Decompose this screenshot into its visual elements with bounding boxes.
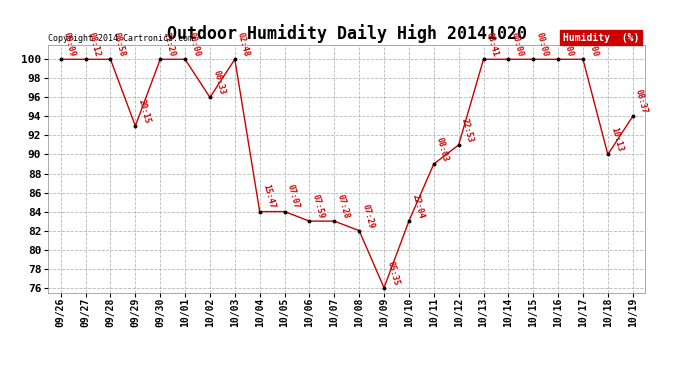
Point (379, 285, 390, 291)
Point (328, 218, 339, 224)
Text: 15:47: 15:47 (261, 184, 276, 210)
Text: 08:58: 08:58 (112, 32, 127, 58)
Title: Outdoor Humidity Daily High 20141020: Outdoor Humidity Daily High 20141020 (167, 24, 526, 44)
Text: 08:37: 08:37 (634, 88, 649, 115)
Point (528, 56, 539, 62)
Point (354, 228, 365, 234)
Text: 07:28: 07:28 (335, 193, 351, 220)
Point (304, 218, 315, 224)
Text: 02:48: 02:48 (236, 32, 251, 58)
Point (80, 56, 91, 62)
Text: 00:00: 00:00 (560, 32, 575, 58)
Point (155, 56, 166, 62)
Point (602, 152, 613, 157)
Point (478, 56, 489, 62)
Point (254, 209, 265, 214)
Text: Copyright 2014 Cartronics.com: Copyright 2014 Cartronics.com (48, 33, 193, 42)
Text: 20:15: 20:15 (137, 98, 152, 124)
Text: 07:07: 07:07 (286, 184, 301, 210)
Point (105, 56, 116, 62)
Point (229, 56, 240, 62)
Point (578, 56, 589, 62)
Point (130, 123, 141, 129)
Text: 00:00: 00:00 (510, 32, 525, 58)
Text: 10:13: 10:13 (609, 127, 624, 153)
Point (453, 142, 464, 148)
Point (627, 113, 638, 119)
Text: 03:41: 03:41 (485, 32, 500, 58)
Text: Humidity  (%): Humidity (%) (563, 33, 639, 42)
Text: 21:20: 21:20 (161, 32, 177, 58)
Point (503, 56, 514, 62)
Text: 00:00: 00:00 (584, 32, 600, 58)
Point (279, 209, 290, 214)
Text: 00:00: 00:00 (186, 32, 201, 58)
Text: 06:33: 06:33 (211, 69, 226, 96)
Point (553, 56, 564, 62)
Point (404, 218, 415, 224)
Point (204, 94, 215, 100)
Point (179, 56, 190, 62)
Text: 05:35: 05:35 (385, 260, 400, 286)
Text: 08:03: 08:03 (435, 136, 450, 163)
Text: 22:04: 22:04 (410, 193, 425, 220)
Text: 22:53: 22:53 (460, 117, 475, 144)
Text: 00:00: 00:00 (535, 32, 550, 58)
Point (428, 161, 440, 167)
Text: 07:29: 07:29 (360, 203, 375, 229)
Point (55, 56, 66, 62)
Text: 08:12: 08:12 (87, 32, 102, 58)
Text: 00:09: 00:09 (62, 32, 77, 58)
Text: 07:59: 07:59 (310, 193, 326, 220)
